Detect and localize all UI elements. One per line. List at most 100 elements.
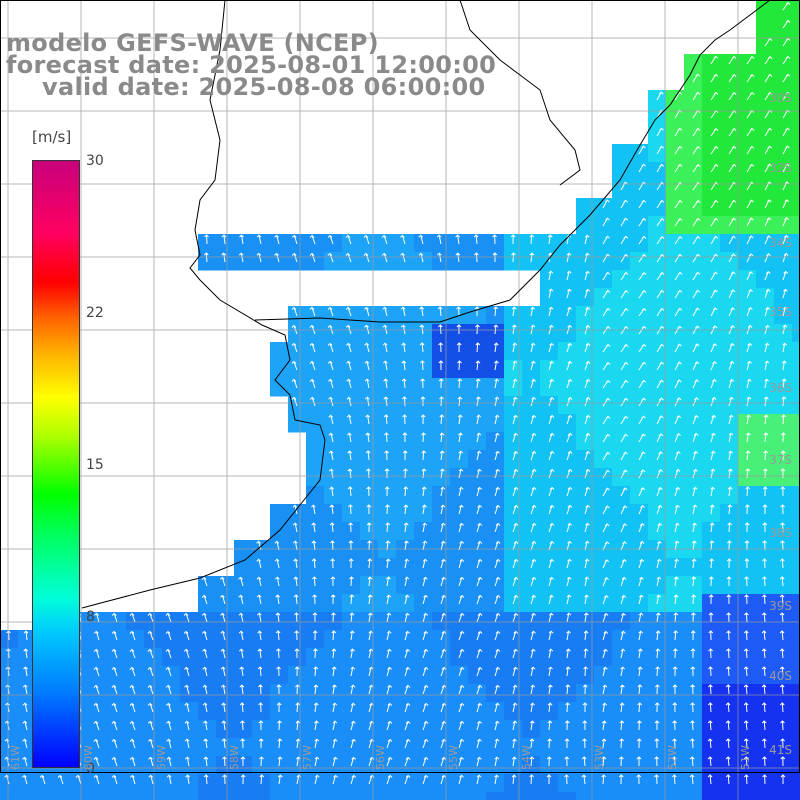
wind-vector — [584, 342, 591, 353]
wind-vector — [656, 522, 663, 533]
wind-vector — [584, 288, 591, 299]
wind-vector — [638, 415, 646, 425]
wind-vector — [111, 594, 118, 605]
wind-vector — [584, 576, 590, 587]
longitude-label: 51W — [739, 745, 752, 770]
wind-vector — [762, 486, 768, 497]
wind-vector — [438, 342, 443, 353]
wind-speed-cell — [288, 792, 307, 800]
wind-vector — [726, 648, 731, 659]
wind-vector — [548, 594, 554, 605]
wind-vector — [656, 145, 665, 155]
wind-vector — [458, 774, 464, 785]
wind-vector — [781, 414, 787, 425]
wind-vector — [419, 306, 424, 317]
wind-vector — [602, 702, 608, 713]
wind-vector — [726, 630, 731, 641]
wind-vector — [710, 91, 719, 101]
wind-vector — [566, 306, 572, 317]
wind-vector — [602, 217, 610, 227]
wind-vector — [602, 612, 609, 623]
wind-vector — [690, 720, 695, 731]
wind-vector — [494, 432, 500, 443]
wind-speed-cell — [792, 18, 800, 37]
wind-vector — [762, 558, 767, 569]
wind-vector — [764, 360, 770, 371]
wind-vector — [674, 397, 682, 407]
wind-speed-cell — [0, 792, 19, 800]
wind-vector — [328, 396, 334, 407]
wind-vector — [728, 145, 737, 155]
wind-vector — [620, 289, 629, 299]
wind-speed-cell — [792, 126, 800, 145]
wind-speed-cell — [792, 162, 800, 181]
wind-vector — [602, 271, 611, 281]
wind-vector — [638, 307, 647, 317]
wind-vector — [422, 738, 429, 749]
wind-vector — [674, 271, 683, 281]
wind-vector — [620, 684, 625, 695]
wind-vector — [710, 432, 716, 443]
wind-vector — [707, 756, 713, 767]
wind-vector — [726, 558, 732, 569]
wind-vector — [404, 738, 411, 749]
wind-vector — [221, 738, 227, 749]
wind-vector — [746, 306, 753, 317]
wind-vector — [332, 738, 338, 749]
wind-vector — [349, 594, 355, 605]
wind-vector — [258, 702, 263, 713]
wind-vector — [329, 504, 335, 515]
wind-vector — [602, 433, 611, 443]
wind-vector — [710, 450, 716, 461]
wind-vector — [291, 396, 298, 407]
wind-vector — [674, 432, 681, 443]
wind-vector — [782, 1, 791, 11]
wind-vector — [364, 360, 370, 371]
wind-vector — [728, 73, 737, 83]
wind-vector — [725, 666, 731, 677]
wind-vector — [512, 738, 517, 749]
wind-vector — [530, 288, 535, 299]
wind-vector — [779, 684, 785, 695]
wind-vector — [620, 648, 626, 659]
wind-speed-cell — [306, 468, 325, 487]
wind-vector — [656, 558, 662, 569]
wind-vector — [494, 684, 500, 695]
wind-vector — [602, 289, 611, 299]
wind-vector — [726, 612, 731, 623]
wind-vector — [383, 396, 389, 407]
wind-vector — [564, 774, 569, 785]
wind-vector — [530, 432, 537, 443]
wind-vector — [458, 612, 465, 623]
wind-speed-cell — [792, 630, 800, 649]
wind-vector — [690, 648, 696, 658]
wind-vector — [673, 612, 679, 623]
wind-vector — [494, 450, 500, 461]
wind-vector — [368, 612, 373, 623]
wind-vector — [764, 378, 770, 389]
wind-vector — [129, 738, 136, 749]
wind-vector — [403, 504, 409, 515]
wind-vector — [331, 666, 337, 677]
wind-vector — [762, 576, 767, 587]
wind-vector — [761, 702, 767, 713]
wind-vector — [201, 612, 208, 623]
wind-vector — [602, 397, 611, 407]
wind-vector — [584, 612, 589, 623]
wind-vector — [94, 612, 100, 623]
wind-vector — [710, 289, 718, 299]
wind-vector — [620, 379, 629, 389]
wind-vector — [656, 433, 664, 443]
wind-vector — [584, 252, 590, 263]
wind-vector — [728, 37, 737, 47]
wind-vector — [761, 612, 767, 623]
wind-vector — [782, 288, 788, 299]
wind-vector — [638, 522, 645, 533]
wind-speed-cell — [792, 468, 800, 487]
wind-vector — [782, 109, 791, 119]
wind-vector — [529, 738, 535, 749]
wind-vector — [530, 594, 537, 605]
wind-vector — [584, 378, 591, 389]
wind-vector — [584, 504, 590, 515]
wind-vector — [512, 576, 519, 587]
